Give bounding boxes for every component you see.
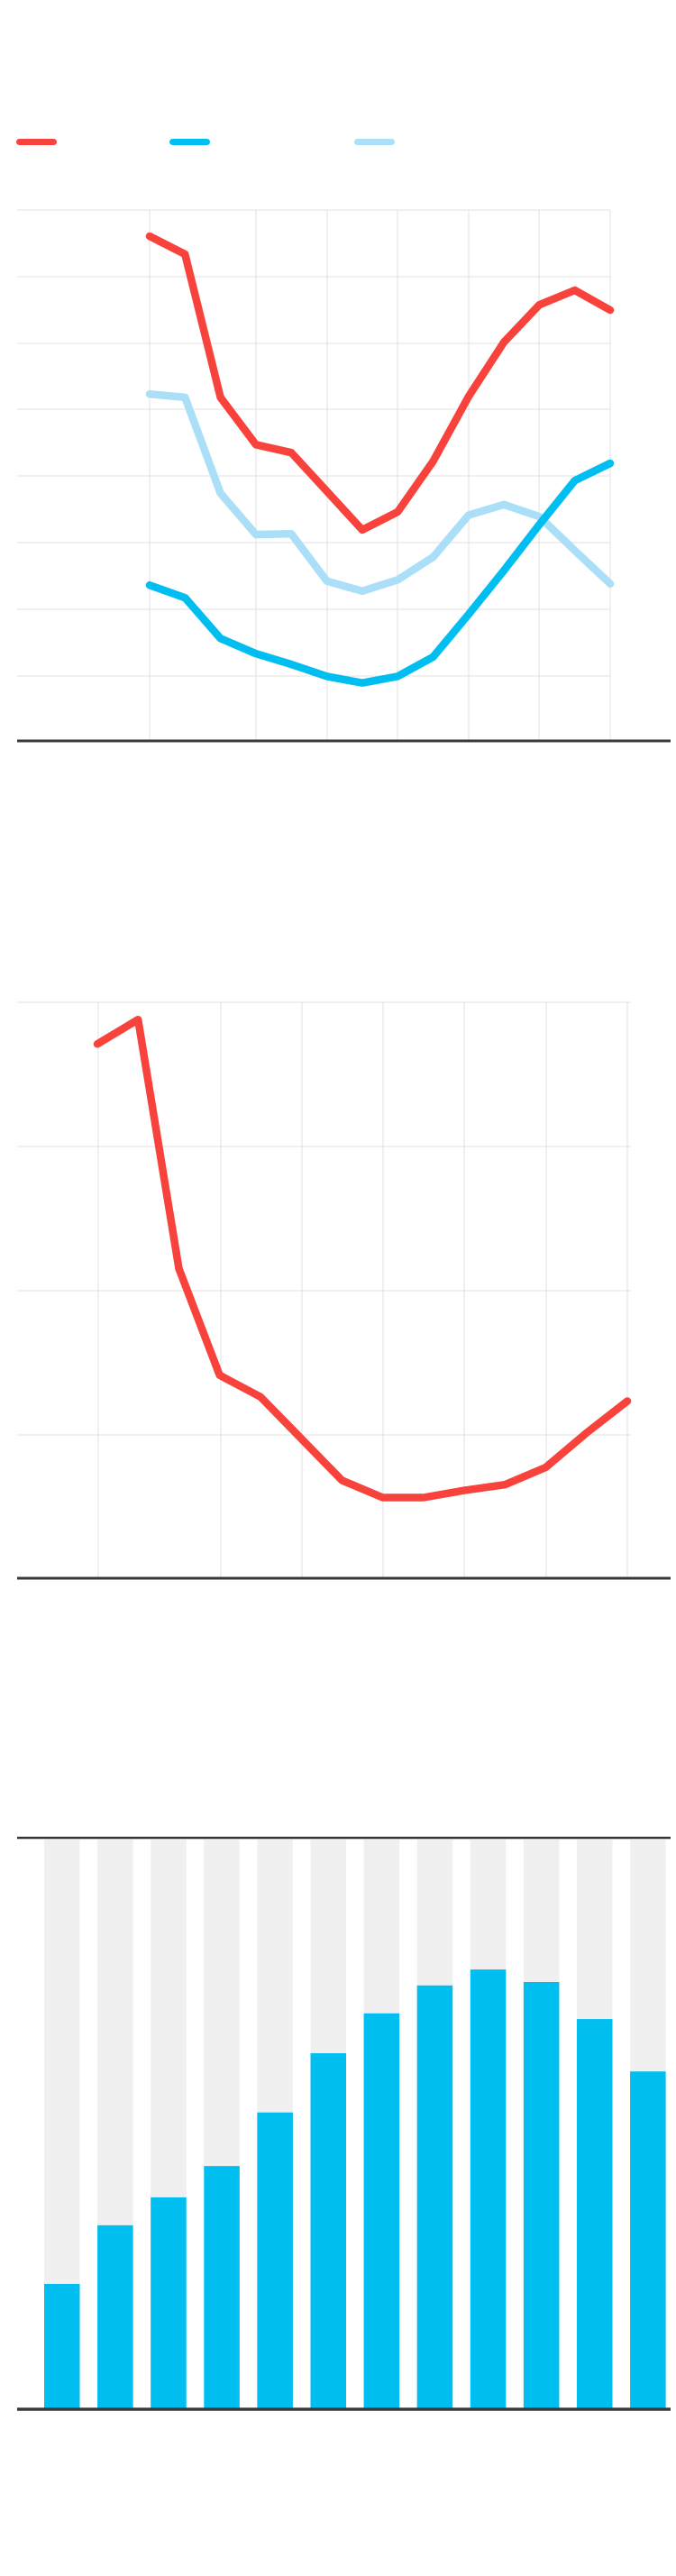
legend-swatch-dark-blue xyxy=(169,139,210,145)
bar xyxy=(97,2224,133,2409)
bar xyxy=(257,2112,293,2409)
bar xyxy=(363,2013,400,2409)
line-chart-1 xyxy=(17,209,671,743)
legend-swatch-red xyxy=(16,139,57,145)
bar xyxy=(523,1982,560,2409)
legend-swatch-light-blue xyxy=(354,139,395,145)
line-chart-2 xyxy=(17,1001,671,1580)
bar-chart xyxy=(17,1836,671,2411)
legend xyxy=(16,139,395,145)
bar xyxy=(310,2053,346,2409)
bar xyxy=(416,1985,453,2409)
series-dark-blue-line xyxy=(145,459,615,687)
series-red-line xyxy=(145,232,615,534)
series-red-line xyxy=(93,1015,632,1502)
bar xyxy=(204,2166,240,2409)
bar xyxy=(470,1969,507,2409)
bar xyxy=(577,2019,613,2409)
series-light-blue-line xyxy=(145,389,615,596)
bar xyxy=(151,2197,187,2409)
bar xyxy=(44,2283,80,2409)
bar xyxy=(630,2071,666,2409)
